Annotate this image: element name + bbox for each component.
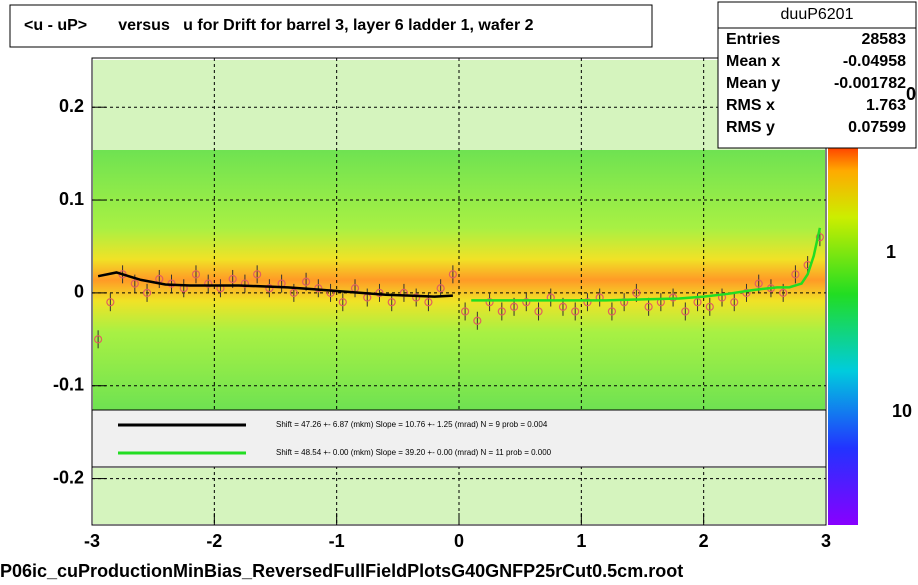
footer: P06ic_cuProductionMinBias_ReversedFullFi…: [0, 561, 683, 581]
x-tick-label: -3: [84, 531, 100, 551]
legend-text: Shift = 47.26 +- 6.87 (mkm) Slope = 10.7…: [276, 420, 548, 429]
profile-point: [681, 307, 690, 316]
y-tick-label: 0: [74, 282, 84, 302]
profile-point: [742, 288, 751, 297]
legend-text: Shift = 48.54 +- 0.00 (mkm) Slope = 39.2…: [276, 448, 552, 457]
stats-label: Entries: [726, 31, 780, 48]
profile-point: [754, 279, 763, 288]
profile-point: [705, 302, 714, 311]
profile-point: [412, 293, 421, 302]
profile-point: [485, 298, 494, 307]
profile-point: [106, 298, 115, 307]
y-tick-label: -0.2: [53, 467, 84, 487]
stats-label: Mean x: [726, 53, 780, 70]
x-tick-label: 1: [576, 531, 586, 551]
profile-point: [204, 279, 213, 288]
x-tick-label: -2: [206, 531, 222, 551]
profile-point: [191, 270, 201, 279]
stats-value: -0.001782: [834, 75, 906, 92]
x-tick-label: 3: [821, 531, 831, 551]
x-tick-label: 0: [454, 531, 464, 551]
fit-line: [97, 271, 453, 298]
profile-point: [301, 277, 311, 286]
legend-box: [91, 409, 827, 468]
stats-label: Mean y: [726, 75, 780, 92]
stats-label: RMS x: [726, 97, 775, 114]
z-label: 0: [906, 84, 916, 104]
profile-point: [583, 298, 592, 307]
profile-point: [461, 307, 470, 316]
profile-point: [730, 298, 739, 307]
y-tick-label: 0.2: [59, 96, 84, 116]
profile-point: [228, 274, 237, 284]
profile-point: [338, 298, 347, 307]
color-palette: [828, 140, 858, 525]
z-label: 1: [886, 242, 896, 262]
profile-point: [130, 279, 139, 288]
fit-line: [471, 227, 822, 302]
profile-point: [240, 279, 250, 288]
x-tick-label: 2: [699, 531, 709, 551]
stats-title: duuP6201: [781, 6, 854, 23]
marks: [94, 227, 824, 349]
y-tick-label: -0.1: [53, 374, 84, 394]
profile-point: [289, 288, 298, 297]
profile-point: [265, 284, 274, 293]
stats-value: 1.763: [866, 97, 906, 114]
z-label: 10: [892, 401, 912, 421]
profile-point: [522, 298, 531, 307]
profile-point: [253, 270, 262, 279]
title-box: [9, 4, 653, 48]
profile-point: [424, 298, 433, 307]
profile-point: [142, 288, 152, 297]
profile-point: [693, 298, 702, 307]
stats-box: [717, 1, 917, 149]
stats-value: -0.04958: [843, 53, 906, 70]
chart-title: <u - uP> versus u for Drift for barrel 3…: [24, 17, 534, 34]
profile-point: [497, 307, 506, 316]
profile-point: [94, 335, 103, 344]
profile-point: [473, 316, 482, 325]
profile-point: [387, 298, 396, 307]
x-tick-label: -1: [329, 531, 345, 551]
profile-point: [607, 307, 617, 316]
stats-label: RMS y: [726, 119, 775, 136]
stats-value: 0.07599: [848, 119, 906, 136]
profile-point: [509, 302, 519, 311]
profile-point: [644, 302, 653, 311]
profile-point: [448, 270, 457, 279]
profile-point: [534, 307, 543, 316]
grid: [91, 58, 827, 525]
profile-point: [779, 288, 788, 297]
stats-value: 28583: [862, 31, 907, 48]
y-tick-label: 0.1: [59, 189, 84, 209]
profile-point: [436, 284, 445, 293]
density-sparse: [93, 60, 825, 150]
profile-point: [558, 302, 568, 311]
profile-point: [632, 288, 641, 297]
profile-point: [571, 307, 580, 316]
profile-point: [791, 270, 800, 279]
